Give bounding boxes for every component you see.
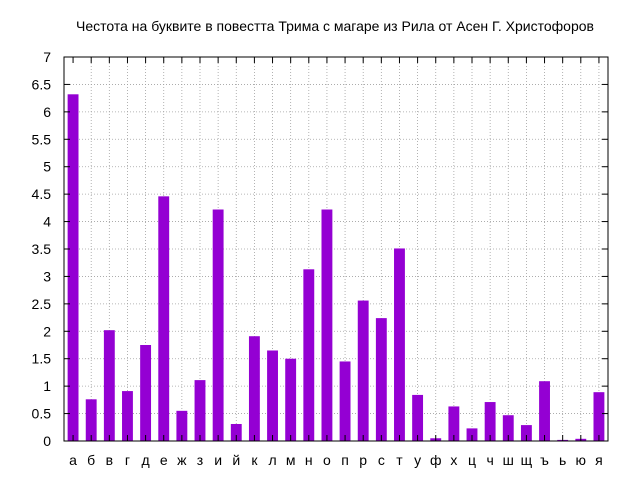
x-tick-label: й: [232, 452, 240, 468]
x-tick-label: л: [268, 452, 276, 468]
bar-н: [303, 269, 315, 441]
x-tick-label: з: [197, 452, 203, 468]
x-tick-label: н: [305, 452, 313, 468]
bar-с: [375, 318, 387, 441]
x-tick-label: щ: [521, 452, 533, 468]
x-tick-label: у: [414, 452, 421, 468]
bar-р: [357, 300, 369, 441]
x-tick-label: б: [87, 452, 95, 468]
x-tick-label: я: [595, 452, 603, 468]
bar-ж: [176, 410, 188, 441]
x-tick-label: о: [323, 452, 331, 468]
y-tick-label: 5.5: [32, 131, 52, 147]
bar-г: [122, 391, 133, 441]
y-tick-label: 4: [43, 214, 51, 230]
bar-а: [67, 94, 79, 441]
x-tick-label: т: [396, 452, 403, 468]
y-axis-ticks: 0 0.5 1 1.5 2 2.5 3 3.5 4 4.5 5 5.5 6 6.5 7: [32, 49, 608, 449]
y-tick-label: 3.5: [32, 241, 52, 257]
x-tick-label: к: [251, 452, 258, 468]
x-tick-label: а: [69, 452, 77, 468]
y-tick-label: 6: [43, 104, 51, 120]
y-tick-label: 7: [43, 49, 51, 65]
chart-title: Честота на буквите в повестта Трима с ма…: [76, 18, 594, 34]
x-tick-label: х: [450, 452, 457, 468]
bar-п: [339, 361, 351, 441]
x-tick-label: ю: [576, 452, 587, 468]
bar-в: [103, 330, 115, 441]
bar-к: [248, 336, 260, 441]
bar-й: [230, 423, 242, 441]
bar-д: [140, 345, 152, 441]
bar-х: [448, 406, 460, 441]
bar-о: [321, 209, 333, 441]
y-tick-label: 3: [43, 268, 51, 284]
x-tick-label: ъ: [540, 452, 549, 468]
bar-ъ: [539, 381, 550, 441]
y-tick-label: 0.5: [32, 406, 52, 422]
x-tick-label: м: [286, 452, 296, 468]
bar-и: [212, 209, 224, 441]
x-tick-label: ж: [177, 452, 187, 468]
x-tick-label: р: [359, 452, 367, 468]
y-tick-label: 5: [43, 159, 51, 175]
bar-е: [158, 196, 170, 441]
y-tick-label: 2.5: [32, 296, 52, 312]
x-tick-label: с: [378, 452, 385, 468]
y-tick-label: 0: [43, 433, 51, 449]
bar-у: [412, 394, 424, 441]
x-tick-label: е: [160, 452, 168, 468]
bar-м: [285, 358, 297, 441]
x-tick-label: п: [341, 452, 349, 468]
x-tick-label: ш: [503, 452, 514, 468]
bar-ш: [502, 415, 514, 441]
y-tick-label: 2: [43, 323, 51, 339]
x-tick-label: д: [142, 452, 150, 468]
y-tick-label: 6.5: [32, 76, 52, 92]
x-tick-label: ч: [486, 452, 493, 468]
x-tick-label: в: [106, 452, 113, 468]
x-tick-label: ц: [468, 452, 476, 468]
y-tick-label: 1.5: [32, 351, 52, 367]
bar-щ: [520, 425, 532, 441]
bar-я: [593, 392, 605, 441]
bar-ц: [466, 428, 478, 441]
bar-т: [394, 248, 405, 441]
bar-з: [194, 380, 206, 441]
bar-б: [85, 399, 97, 441]
bar-л: [267, 350, 278, 441]
x-tick-label: ь: [559, 452, 566, 468]
x-tick-label: г: [125, 452, 130, 468]
y-tick-label: 4.5: [32, 186, 52, 202]
bars: [67, 94, 605, 441]
y-tick-label: 1: [43, 378, 51, 394]
x-tick-label: ф: [430, 452, 442, 468]
bar-ч: [484, 402, 496, 441]
x-tick-label: и: [214, 452, 222, 468]
